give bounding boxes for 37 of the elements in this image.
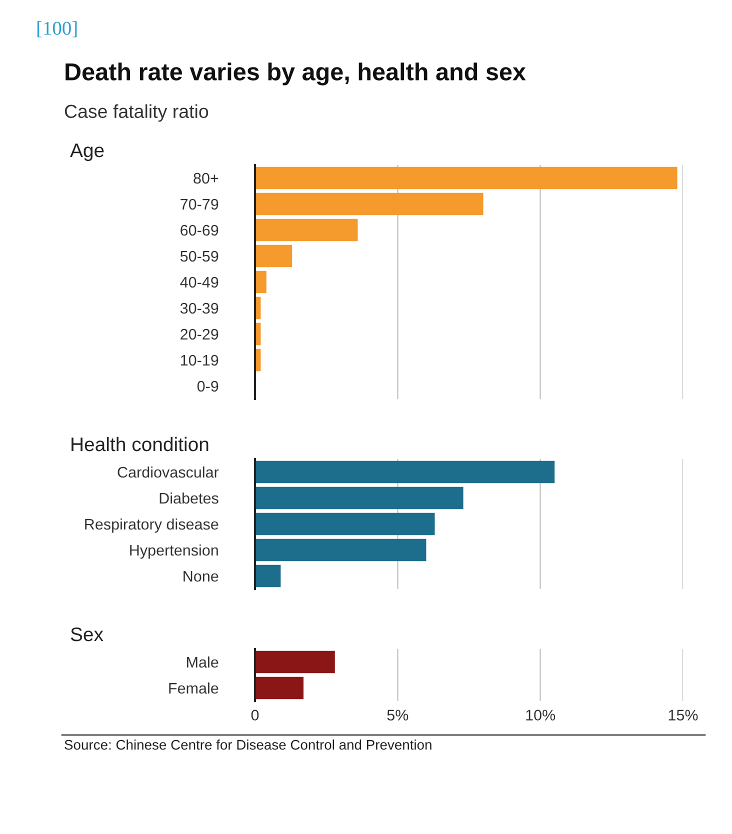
y-tick-label: 30-39 bbox=[180, 302, 218, 314]
y-tick-label: Female bbox=[169, 682, 218, 694]
y-tick-label: 20-29 bbox=[180, 328, 218, 340]
source-note: Source: Chinese Centre for Disease Control and Prevention bbox=[64, 740, 432, 750]
x-tick-label: 0 bbox=[251, 710, 259, 721]
y-tick-label: Hypertension bbox=[130, 544, 218, 559]
y-tick-label: 0-9 bbox=[197, 380, 218, 392]
y-tick-label: 50-59 bbox=[180, 250, 218, 262]
y-tick-label: 40-49 bbox=[180, 276, 218, 288]
bar bbox=[255, 486, 464, 510]
bar bbox=[255, 512, 435, 536]
y-tick-label: 10-19 bbox=[180, 354, 218, 366]
bar bbox=[255, 166, 678, 190]
bar bbox=[255, 244, 292, 268]
chart-title: Death rate varies by age, health and sex bbox=[66, 62, 526, 86]
y-tick-label: None bbox=[184, 571, 218, 582]
chart-subtitle: Case fatality ratio bbox=[64, 104, 208, 122]
bar bbox=[255, 270, 266, 294]
y-axis-title: Sex bbox=[70, 627, 104, 642]
y-tick-label: Cardiovascular bbox=[118, 466, 219, 478]
bar bbox=[255, 538, 426, 562]
bar bbox=[255, 218, 358, 242]
y-tick-label: 80+ bbox=[194, 172, 218, 184]
y-tick-label: 70-79 bbox=[180, 198, 218, 210]
y-axis-title: Health condition bbox=[72, 436, 208, 452]
y-tick-label: Male bbox=[187, 656, 218, 668]
bar bbox=[255, 192, 484, 216]
y-axis-title: Age bbox=[70, 144, 104, 162]
text: [100] bbox=[37, 21, 77, 38]
x-tick-label: 10% bbox=[526, 710, 556, 721]
bar bbox=[255, 564, 281, 588]
y-tick-label: 60-69 bbox=[180, 224, 218, 236]
bar bbox=[255, 460, 555, 484]
x-tick-label: 15% bbox=[668, 710, 698, 721]
x-tick-label: 5% bbox=[387, 710, 408, 721]
y-tick-label: Respiratory disease bbox=[85, 518, 218, 533]
y-tick-label: Diabetes bbox=[160, 492, 218, 504]
